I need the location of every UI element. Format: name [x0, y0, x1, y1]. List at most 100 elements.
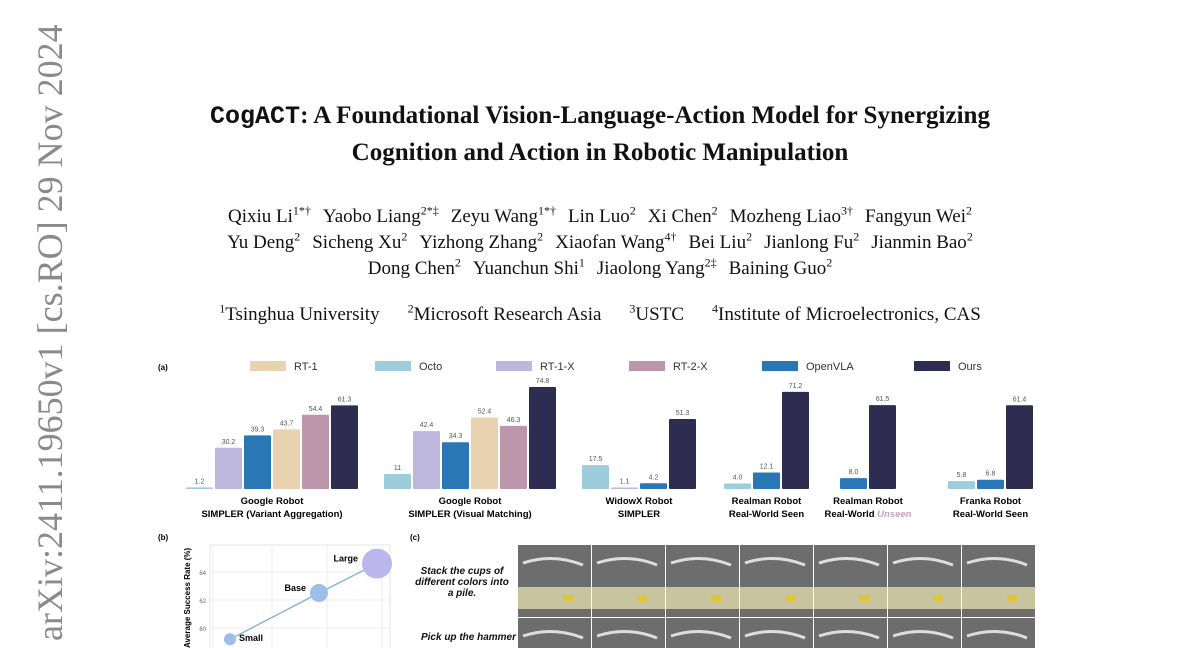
- legend-label: RT-1: [294, 361, 318, 373]
- point-label: Small: [239, 633, 263, 643]
- author-name: Yaobo Liang: [322, 206, 421, 228]
- legend-swatch: [914, 361, 950, 371]
- bar-rt-1-x: [611, 487, 638, 489]
- author-name: Mozheng Liao: [729, 206, 841, 228]
- author-affiliation-mark: 2: [853, 230, 860, 244]
- robot-arm: [522, 557, 584, 567]
- bar-octo: [384, 473, 411, 489]
- bar-openvla: [244, 435, 271, 489]
- bar-value-label: 39.3: [251, 426, 265, 433]
- author: Mozheng Liao3†: [729, 204, 853, 228]
- bar-value-label: 42.4: [420, 422, 434, 429]
- table-surface: [592, 587, 665, 609]
- bar-rt-1: [273, 429, 300, 489]
- author-affiliation-mark: 2: [711, 204, 718, 218]
- group-label: Realman Robot: [732, 496, 803, 507]
- point-label: Base: [284, 583, 306, 593]
- bar-openvla: [753, 472, 780, 489]
- author-name: Yizhong Zhang: [419, 232, 538, 254]
- bar-rt-2-x: [302, 414, 329, 489]
- bar-octo: [948, 481, 975, 489]
- bar-value-label: 54.4: [309, 406, 323, 413]
- panel-label-b: (b): [158, 533, 169, 542]
- group-label: Realman Robot: [833, 496, 904, 507]
- author-name: Jiaolong Yang: [596, 258, 705, 280]
- author: Zeyu Wang1*†: [450, 204, 557, 228]
- table-surface: [814, 587, 887, 609]
- cups: [1007, 595, 1017, 601]
- affiliation-mark: 3: [629, 302, 636, 316]
- author: Xi Chen2: [647, 204, 718, 228]
- robot-arm: [596, 630, 658, 640]
- bar-value-label: 61.5: [876, 396, 890, 403]
- point-label: Large: [333, 554, 358, 564]
- affiliation-mark: 4: [712, 302, 718, 316]
- point-base: [310, 584, 328, 602]
- author-name: Fangyun Wei: [864, 206, 966, 228]
- author-name: Yu Deng: [227, 232, 295, 254]
- author: Yu Deng2: [227, 230, 301, 254]
- robot-arm: [818, 630, 880, 640]
- affiliation-mark: 2: [407, 302, 414, 316]
- legend-swatch: [250, 361, 286, 371]
- author-affiliation-mark: 1: [578, 256, 585, 270]
- bar-octo: [724, 483, 751, 489]
- affiliation: 2Microsoft Research Asia: [407, 302, 602, 325]
- author: Baining Guo2: [728, 256, 833, 280]
- author: Dong Chen2: [368, 256, 461, 279]
- bar-value-label: 51.3: [676, 410, 690, 417]
- author-name: Xi Chen: [647, 206, 712, 228]
- author-affiliation-mark: 2: [294, 230, 301, 244]
- robot-arm: [670, 630, 732, 640]
- author-name: Sicheng Xu: [312, 232, 402, 254]
- robot-arm: [966, 630, 1028, 640]
- bar-octo: [186, 487, 213, 489]
- author: Bei Liu2: [689, 230, 753, 253]
- author: Fangyun Wei2: [864, 204, 972, 228]
- robot-arm: [596, 557, 658, 567]
- author-affiliation-mark: 2: [629, 204, 636, 218]
- group-label: WidowX Robot: [606, 496, 674, 507]
- group-label: Google Robot: [439, 496, 503, 507]
- author: Yaobo Liang2*‡: [322, 204, 439, 228]
- cups: [563, 595, 573, 601]
- bar-rt-1-x: [215, 447, 242, 489]
- cups: [859, 595, 869, 601]
- bar-value-label: 17.5: [589, 456, 603, 463]
- author-name: Baining Guo: [728, 258, 827, 280]
- bar-value-label: 30.2: [222, 439, 236, 446]
- group-label: Google Robot: [241, 496, 305, 507]
- author-affiliation-mark: 4†: [664, 230, 677, 244]
- author-affiliation-mark: 2: [966, 230, 973, 244]
- cups: [785, 595, 795, 601]
- bar-ours: [669, 419, 696, 489]
- author: Yizhong Zhang2: [419, 230, 543, 254]
- author-affiliation-mark: 1*†: [538, 204, 557, 218]
- table-surface: [740, 587, 813, 609]
- paper-title: CogACT: A Foundational Vision-Language-A…: [0, 98, 1200, 171]
- bar-value-label: 6.8: [986, 471, 996, 478]
- affiliation-name: USTC: [635, 304, 684, 326]
- author-name: Jianlong Fu: [764, 232, 854, 254]
- robot-arm: [966, 557, 1028, 567]
- table-surface: [666, 587, 739, 609]
- author: Xiaofan Wang4†: [555, 230, 677, 253]
- author: Sicheng Xu2: [312, 230, 407, 254]
- cups: [637, 595, 647, 601]
- group-label: Real-World Seen: [729, 509, 805, 520]
- title-line1: : A Foundational Vision-Language-Action …: [300, 102, 990, 129]
- bar-value-label: 12.1: [760, 463, 774, 470]
- legend-label: OpenVLA: [806, 361, 854, 373]
- point-small: [224, 633, 236, 646]
- title-line2: Cognition and Action in Robotic Manipula…: [351, 139, 849, 166]
- bar-rt-1-x: [413, 431, 440, 489]
- bar-rt-2-x: [500, 425, 527, 489]
- task-caption-2: Pick up the hammer: [420, 632, 516, 643]
- author: Jianmin Bao2: [871, 230, 973, 253]
- legend-swatch: [375, 361, 411, 371]
- legend-swatch: [762, 361, 798, 371]
- y-tick-label: 62: [199, 599, 206, 605]
- author-name: Zeyu Wang: [450, 206, 539, 228]
- bar-ours: [1006, 405, 1033, 489]
- panel-label-c: (c): [410, 533, 420, 542]
